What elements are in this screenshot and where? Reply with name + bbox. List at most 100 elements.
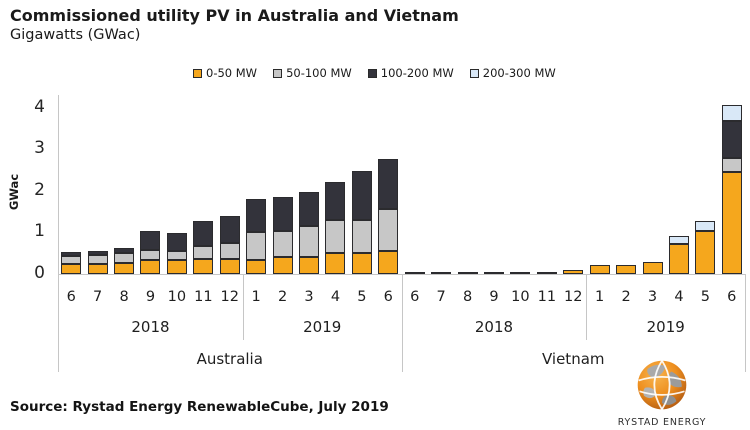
bar-segment	[193, 259, 214, 274]
bar-slot	[560, 95, 586, 274]
bar-segment	[299, 192, 319, 226]
month-label: 10	[167, 289, 187, 305]
bar-slot	[613, 95, 639, 274]
month-label: 2	[277, 289, 288, 305]
bar	[721, 105, 742, 274]
year-label: 2018	[131, 318, 170, 336]
bar	[166, 233, 187, 274]
bar-slot	[322, 95, 348, 274]
group-divider	[58, 274, 59, 372]
month-label: 8	[462, 289, 473, 305]
bar-segment	[536, 272, 557, 274]
month-label: 1	[251, 289, 261, 305]
bar-segment	[219, 216, 240, 243]
bar-slot	[402, 95, 428, 274]
legend-swatch	[193, 68, 202, 78]
month-label: 5	[357, 289, 367, 305]
bar-slot	[507, 95, 533, 274]
bar	[87, 251, 108, 274]
legend-item: 100-200 MW	[367, 66, 454, 80]
bar	[404, 272, 425, 274]
month-label: 9	[489, 289, 499, 305]
month-label: 5	[700, 289, 710, 305]
bar	[351, 171, 372, 274]
bar	[219, 216, 240, 274]
bar-segment	[378, 209, 399, 251]
bar-segment	[325, 220, 346, 253]
bar	[114, 248, 135, 274]
bar-segment	[272, 197, 293, 231]
page-subtitle: Gigawatts (GWac)	[10, 27, 141, 43]
bar-segment	[721, 121, 742, 158]
bar	[325, 182, 346, 274]
bar-segment	[351, 253, 372, 274]
bar-segment	[721, 158, 742, 172]
bar-segment	[431, 272, 452, 274]
legend-swatch	[469, 68, 479, 78]
month-label: 4	[674, 289, 684, 305]
bar-segment	[166, 260, 187, 274]
bar-segment	[166, 233, 187, 251]
legend-label: 200-300 MW	[482, 66, 556, 80]
bar-segment	[140, 250, 161, 260]
bar-slot	[481, 95, 507, 274]
bar-segment	[166, 251, 187, 260]
bar	[272, 197, 293, 274]
page-title: Commissioned utility PV in Australia and…	[10, 6, 459, 25]
bar	[642, 262, 663, 274]
bar-slot	[375, 95, 401, 274]
bar-segment	[246, 199, 267, 232]
bar-segment	[87, 251, 108, 255]
month-label: 4	[330, 289, 341, 305]
bar	[536, 272, 557, 274]
bar-slot	[639, 95, 665, 274]
month-label: 12	[220, 289, 239, 305]
bar-segment	[351, 220, 372, 253]
bar-slot	[190, 95, 216, 274]
bar-slot	[269, 95, 295, 274]
bar-segment	[695, 221, 716, 231]
group-divider	[242, 274, 244, 340]
legend-item: 0-50 MW	[193, 66, 257, 80]
bar-slot	[534, 95, 560, 274]
bar-segment	[87, 255, 108, 264]
bar-slot	[586, 95, 612, 274]
bar-segment	[61, 256, 82, 264]
y-tick-label: 2	[34, 179, 45, 200]
month-label: 7	[436, 289, 446, 305]
group-divider	[586, 274, 588, 340]
bar-slot	[58, 95, 84, 274]
bar-slot	[666, 95, 692, 274]
bar-segment	[299, 257, 319, 274]
bar	[299, 192, 319, 274]
bar-segment	[272, 231, 293, 257]
bar	[457, 272, 478, 274]
bar-segment	[378, 159, 399, 209]
month-label: 2	[621, 289, 631, 305]
bar-slot	[296, 95, 322, 274]
bar	[246, 199, 267, 274]
bar-segment	[351, 171, 372, 220]
bar-segment	[616, 265, 637, 274]
bar-segment	[642, 262, 663, 274]
bar-slot	[692, 95, 718, 274]
bar-segment	[114, 253, 135, 263]
bar-slot	[164, 95, 190, 274]
bar	[193, 221, 214, 274]
source-note: Source: Rystad Energy RenewableCube, Jul…	[10, 399, 389, 415]
y-tick-label: 1	[34, 221, 45, 241]
bar-segment	[563, 270, 584, 274]
legend-label: 0-50 MW	[206, 66, 258, 80]
y-tick-label: 0	[34, 262, 45, 283]
bar	[378, 159, 399, 274]
legend-item: 200-300 MW	[469, 66, 556, 80]
y-tick-label: 3	[34, 138, 45, 158]
bar-segment	[87, 264, 108, 274]
bar-segment	[721, 105, 742, 121]
bar-segment	[61, 264, 82, 274]
bar-segment	[721, 172, 742, 274]
bar-slot	[137, 95, 163, 274]
bar-segment	[61, 252, 82, 256]
bar-segment	[510, 272, 531, 274]
